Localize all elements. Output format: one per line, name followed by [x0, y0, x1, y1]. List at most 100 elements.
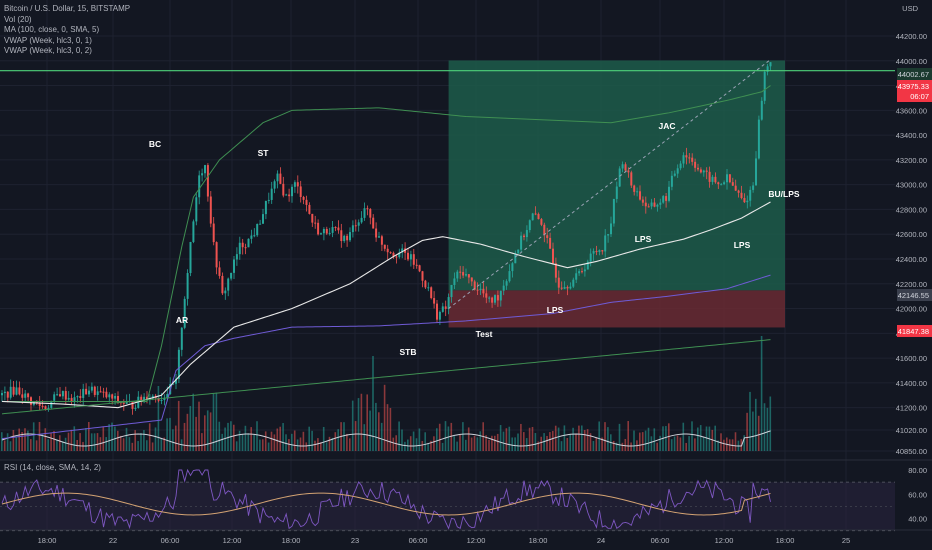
volume-bar — [734, 432, 737, 451]
wyckoff-label: BU/LPS — [768, 189, 800, 199]
candle-body — [705, 170, 708, 172]
volume-bar — [763, 403, 766, 451]
volume-bar — [67, 432, 70, 451]
price-tick-label: 44200.00 — [896, 32, 927, 41]
volume-bar — [717, 440, 719, 451]
volume-bar — [757, 415, 760, 451]
candle-body — [314, 222, 317, 224]
volume-bar — [621, 442, 624, 451]
volume-bar — [148, 423, 151, 451]
candle-body — [44, 406, 47, 410]
candle-body — [140, 396, 143, 402]
volume-bar — [215, 392, 218, 451]
candle-body — [639, 191, 641, 200]
price-tick-label: 41020.00 — [896, 426, 927, 435]
candle-body — [163, 397, 166, 400]
volume-bar — [433, 436, 435, 451]
candle-body — [160, 399, 163, 401]
volume-bar — [723, 439, 725, 451]
wyckoff-label: LPS — [734, 240, 751, 250]
price-tick-label: 43600.00 — [896, 106, 927, 115]
volume-bar — [273, 434, 276, 451]
volume-bar — [21, 432, 23, 451]
candle-body — [331, 227, 334, 233]
candle-body — [53, 394, 56, 401]
wyckoff-label: BC — [149, 139, 161, 149]
volume-bar — [360, 393, 363, 451]
candle-body — [659, 202, 662, 205]
candle-body — [755, 158, 757, 186]
volume-bar — [262, 439, 264, 451]
candle-body — [9, 386, 12, 398]
candle-body — [122, 402, 125, 404]
volume-bar — [612, 440, 615, 451]
rsi-tick-label: 60.00 — [908, 490, 927, 499]
volume-bar — [15, 436, 18, 451]
price-tag-entry-bg — [897, 289, 932, 301]
volume-bar — [520, 423, 522, 451]
candle-body — [311, 213, 314, 223]
volume-bar — [70, 429, 73, 451]
volume-bar — [264, 431, 267, 451]
volume-bar — [525, 438, 528, 451]
legend-symbol: Bitcoin / U.S. Dollar, 15, BITSTAMP — [4, 4, 131, 13]
candle-body — [728, 174, 731, 183]
volume-bar — [473, 435, 476, 451]
volume-bar — [392, 437, 395, 451]
time-tick-label: 06:00 — [161, 536, 180, 545]
volume-bar — [560, 441, 563, 451]
candle-body — [111, 394, 114, 399]
volume-bar — [607, 427, 609, 451]
volume-bar — [427, 442, 429, 451]
candle-body — [511, 263, 514, 272]
volume-bar — [685, 442, 687, 451]
volume-bar — [694, 438, 696, 451]
volume-bar — [523, 432, 525, 451]
volume-bar — [38, 421, 41, 451]
candle-body — [180, 327, 183, 350]
candle-body — [592, 251, 595, 254]
volume-bar — [378, 412, 380, 451]
candle-body — [27, 393, 30, 398]
volume-bar — [467, 427, 470, 451]
candle-body — [6, 391, 9, 398]
volume-bar — [436, 428, 438, 451]
candle-body — [462, 272, 465, 276]
candle-body — [262, 214, 264, 224]
volume-bar — [99, 437, 102, 451]
candle-body — [720, 184, 723, 186]
candle-body — [485, 293, 488, 298]
long-position-stop-zone — [448, 290, 785, 328]
candle-body — [575, 273, 578, 280]
candle-body — [143, 396, 146, 402]
volume-bar — [552, 430, 554, 451]
volume-bar — [296, 439, 299, 451]
volume-bar — [169, 417, 171, 451]
candle-body — [749, 189, 752, 201]
volume-bar — [41, 433, 44, 451]
volume-bar — [691, 421, 693, 451]
volume-bar — [447, 426, 450, 451]
candle-body — [496, 295, 499, 301]
volume-bar — [604, 422, 606, 451]
volume-bar — [601, 437, 603, 451]
candle-body — [204, 165, 206, 174]
candle-body — [61, 391, 64, 397]
volume-bar — [189, 406, 192, 451]
price-tick-label: 42400.00 — [896, 255, 927, 264]
volume-bar — [540, 436, 542, 451]
candle-body — [151, 395, 154, 399]
volume-bar — [206, 410, 209, 451]
candle-body — [114, 395, 117, 399]
volume-bar — [85, 428, 87, 451]
volume-bar — [154, 427, 157, 451]
volume-bar — [221, 433, 223, 451]
volume-bar — [325, 442, 328, 451]
volume-bar — [398, 421, 400, 451]
candle-body — [209, 196, 212, 224]
candle-body — [85, 388, 88, 395]
volume-bar — [293, 430, 296, 451]
candle-body — [41, 405, 44, 407]
volume-bar — [354, 421, 357, 451]
